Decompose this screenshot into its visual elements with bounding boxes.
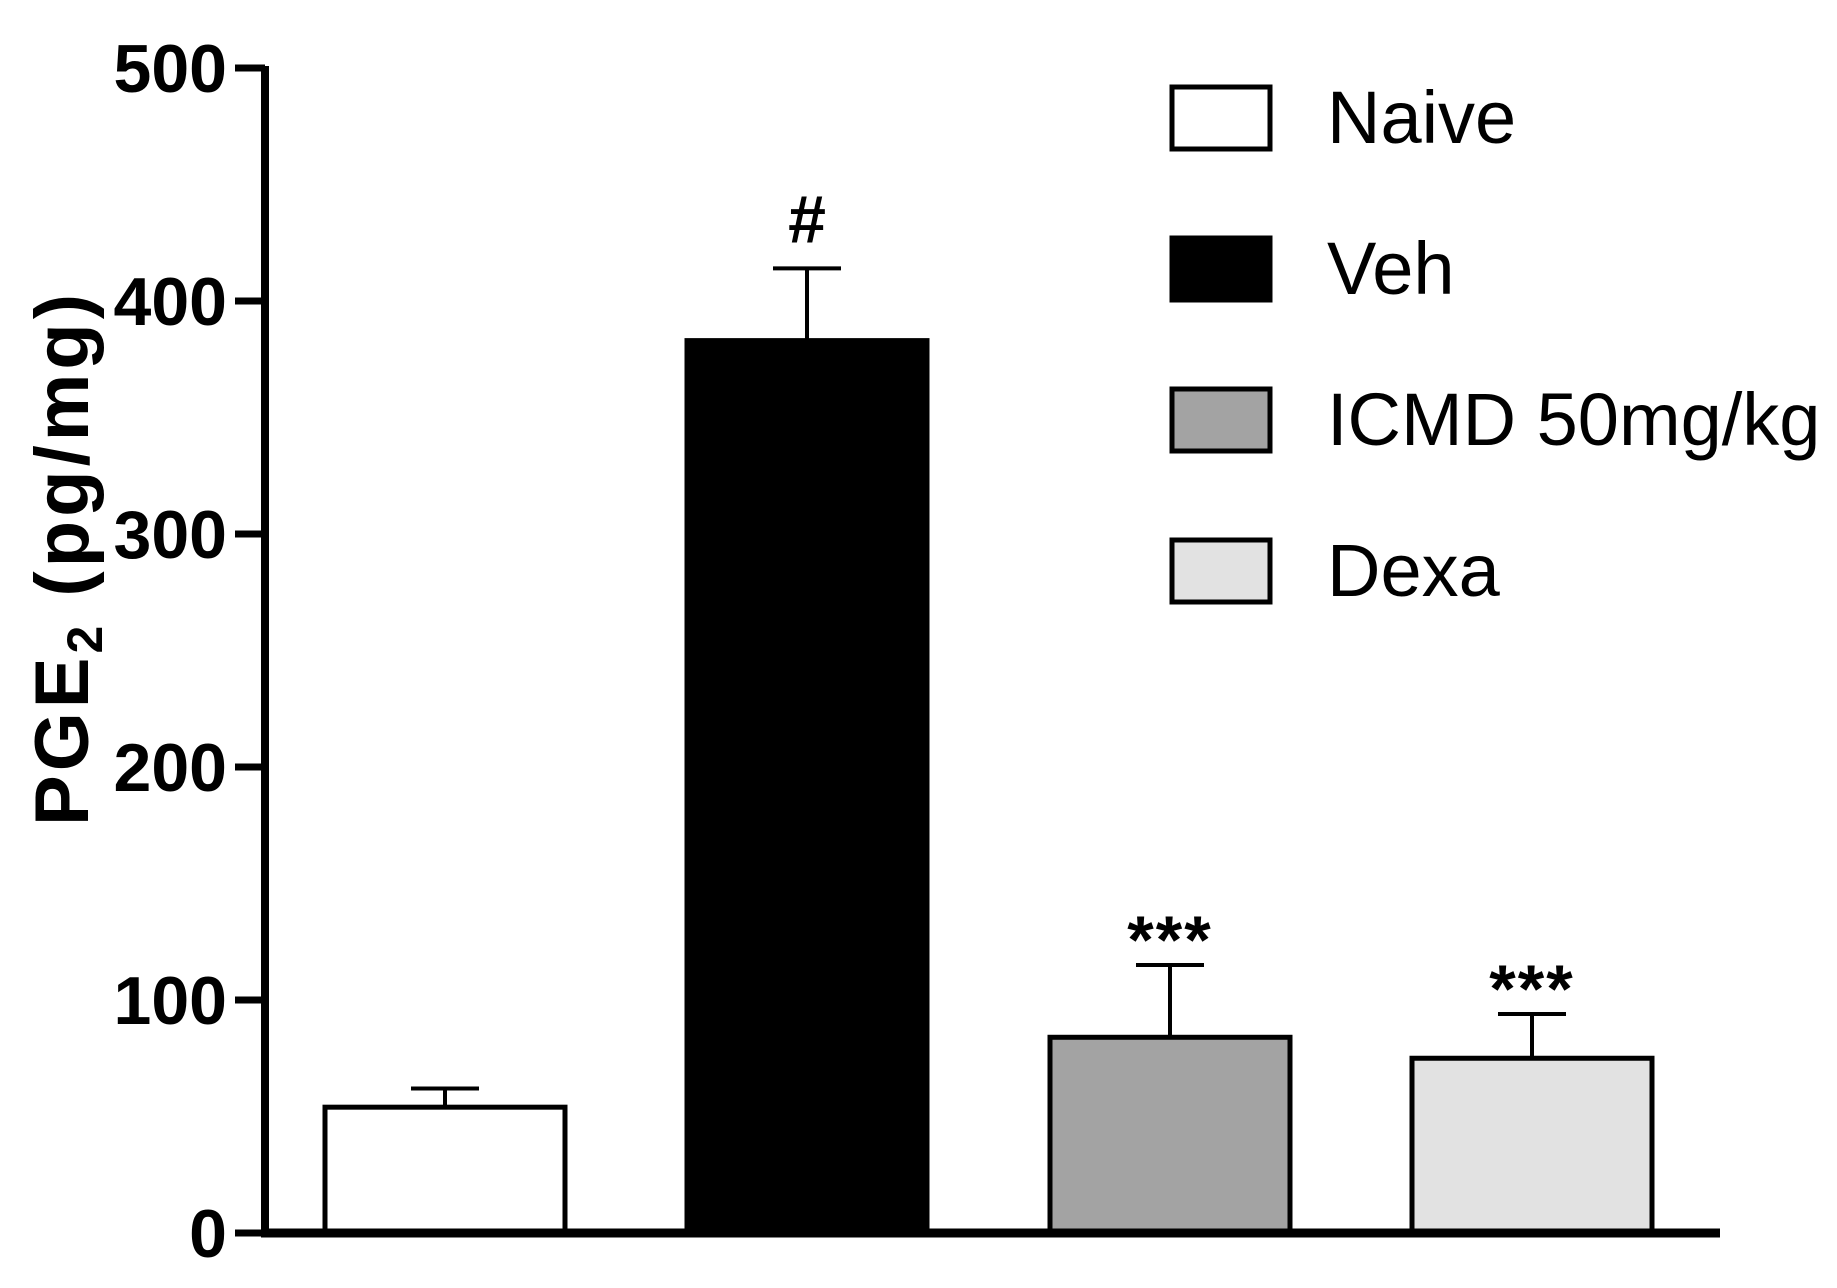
error-bars (411, 266, 1566, 1108)
legend-label: Veh (1327, 227, 1455, 310)
y-axis-title-main: PGE (20, 654, 105, 827)
legend-swatch (1169, 386, 1273, 454)
y-axis-title-units: (pg/mg) (20, 290, 105, 622)
y-axis-title: PGE2 (pg/mg) (20, 290, 113, 826)
y-tick-label: 400 (114, 264, 227, 340)
y-axis: 0 100 200 300 400 500 (114, 31, 269, 1272)
y-tick-label: 300 (114, 497, 227, 573)
bar-icmd-50mg-kg (1047, 1034, 1293, 1236)
y-tick-label: 200 (114, 730, 227, 806)
significance-label: # (788, 181, 826, 257)
legend-label: ICMD 50mg/kg (1327, 378, 1820, 461)
y-axis-title-subscript: 2 (57, 622, 113, 654)
bar-naive (322, 1104, 568, 1236)
y-tick-label: 100 (114, 963, 227, 1039)
significance-label: *** (1489, 951, 1574, 1027)
legend-swatch (1169, 537, 1273, 605)
y-tick-label: 0 (189, 1196, 227, 1272)
bar-dexa (1409, 1055, 1655, 1236)
y-tick-label: 500 (114, 31, 227, 107)
legend-swatch (1169, 84, 1273, 152)
bar-veh (684, 338, 930, 1236)
legend-label: Naive (1327, 76, 1516, 159)
legend: Naive Veh ICMD 50mg/kg Dexa (1169, 76, 1820, 612)
significance-labels: # *** *** (788, 181, 1574, 1027)
legend-label: Dexa (1327, 529, 1501, 612)
legend-swatch (1169, 235, 1273, 303)
significance-label: *** (1127, 902, 1212, 978)
bars (322, 338, 1655, 1236)
